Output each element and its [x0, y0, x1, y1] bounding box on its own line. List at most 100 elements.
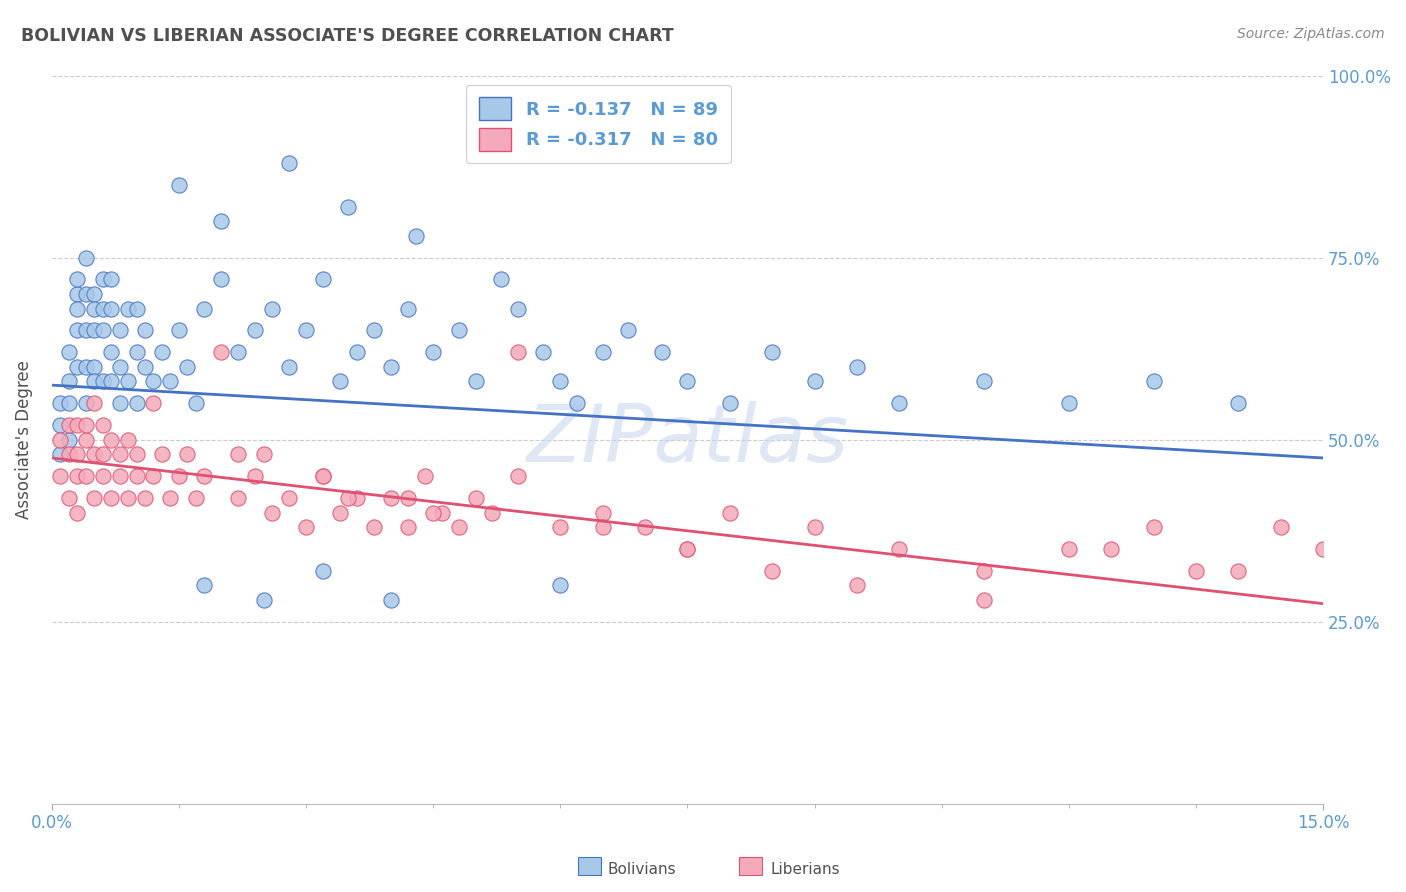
Point — [66, 301, 89, 316]
Point — [125, 447, 148, 461]
Point — [108, 359, 131, 374]
Point — [761, 564, 783, 578]
Point — [243, 323, 266, 337]
Point — [83, 447, 105, 461]
Point — [489, 272, 512, 286]
Point — [634, 520, 657, 534]
Point — [184, 396, 207, 410]
Point — [125, 301, 148, 316]
Point — [134, 359, 156, 374]
Point — [1312, 541, 1334, 556]
Point — [1227, 564, 1250, 578]
Point — [142, 396, 165, 410]
Point — [550, 520, 572, 534]
Point — [346, 491, 368, 505]
Point — [100, 491, 122, 505]
Point — [380, 593, 402, 607]
Point — [58, 345, 80, 359]
Point — [75, 469, 97, 483]
Point — [346, 345, 368, 359]
Point — [363, 520, 385, 534]
Point — [49, 433, 72, 447]
Point — [531, 345, 554, 359]
Point — [337, 200, 360, 214]
Point — [66, 323, 89, 337]
Text: BOLIVIAN VS LIBERIAN ASSOCIATE'S DEGREE CORRELATION CHART: BOLIVIAN VS LIBERIAN ASSOCIATE'S DEGREE … — [21, 27, 673, 45]
Point — [803, 375, 825, 389]
Point — [1142, 520, 1164, 534]
Point — [718, 396, 741, 410]
Point — [676, 541, 699, 556]
Point — [422, 506, 444, 520]
Point — [226, 345, 249, 359]
Point — [75, 323, 97, 337]
Point — [193, 469, 215, 483]
Point — [651, 345, 673, 359]
Point — [761, 345, 783, 359]
Point — [49, 396, 72, 410]
Point — [973, 375, 995, 389]
Point — [430, 506, 453, 520]
Point — [1227, 396, 1250, 410]
Point — [312, 469, 335, 483]
Point — [193, 301, 215, 316]
Point — [550, 375, 572, 389]
Point — [506, 469, 529, 483]
Point — [117, 433, 139, 447]
Point — [1185, 564, 1208, 578]
Point — [108, 447, 131, 461]
Point — [278, 491, 301, 505]
Point — [278, 359, 301, 374]
Point — [91, 272, 114, 286]
Point — [973, 593, 995, 607]
Point — [846, 578, 869, 592]
Point — [66, 447, 89, 461]
Point — [396, 520, 419, 534]
Point — [262, 301, 284, 316]
Point — [58, 396, 80, 410]
Text: Source: ZipAtlas.com: Source: ZipAtlas.com — [1237, 27, 1385, 41]
Point — [278, 156, 301, 170]
Point — [329, 506, 352, 520]
Point — [506, 345, 529, 359]
Point — [464, 491, 486, 505]
Point — [159, 375, 181, 389]
Point — [100, 375, 122, 389]
Point — [75, 251, 97, 265]
Text: Bolivians: Bolivians — [607, 863, 676, 877]
Point — [803, 520, 825, 534]
Point — [125, 469, 148, 483]
Point — [396, 301, 419, 316]
Point — [405, 228, 427, 243]
Point — [66, 272, 89, 286]
Point — [1270, 520, 1292, 534]
Point — [83, 359, 105, 374]
Point — [592, 520, 614, 534]
Point — [506, 301, 529, 316]
Point — [363, 323, 385, 337]
Point — [243, 469, 266, 483]
Point — [75, 287, 97, 301]
Point — [58, 418, 80, 433]
Point — [380, 359, 402, 374]
Point — [567, 396, 589, 410]
Point — [58, 491, 80, 505]
Point — [108, 396, 131, 410]
Point — [150, 345, 173, 359]
Point — [58, 447, 80, 461]
Point — [464, 375, 486, 389]
Point — [100, 301, 122, 316]
Point — [142, 375, 165, 389]
Point — [66, 506, 89, 520]
Point — [193, 578, 215, 592]
Point — [117, 301, 139, 316]
Point — [83, 287, 105, 301]
Point — [184, 491, 207, 505]
Point — [447, 520, 470, 534]
Point — [592, 345, 614, 359]
Point — [91, 469, 114, 483]
Point — [91, 418, 114, 433]
Point — [889, 541, 911, 556]
Point — [117, 491, 139, 505]
Point — [58, 375, 80, 389]
